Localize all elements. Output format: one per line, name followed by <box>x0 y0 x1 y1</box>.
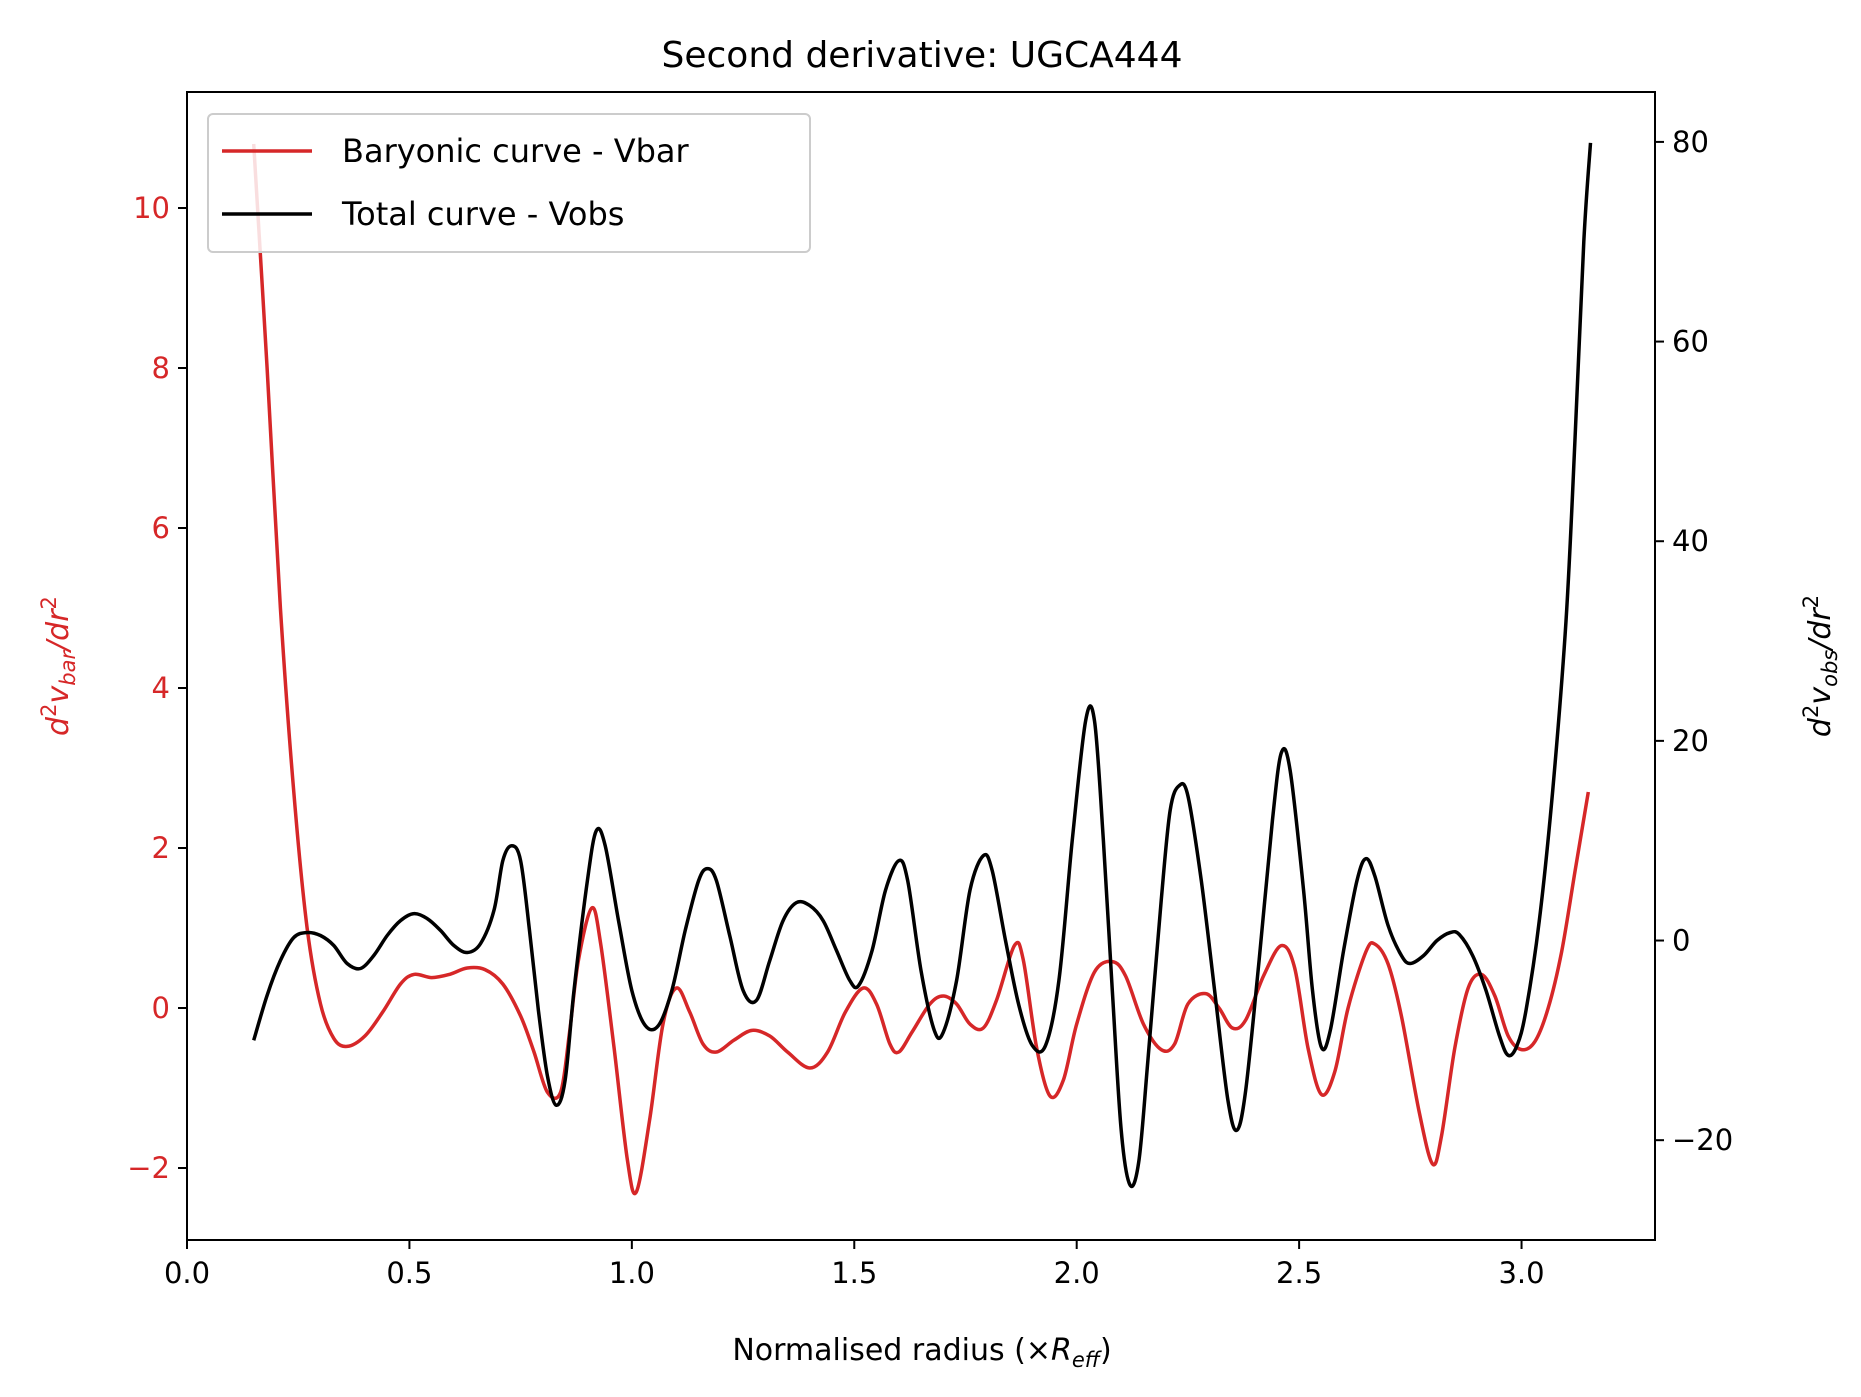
legend-frame <box>207 113 811 253</box>
legend: Baryonic curve - Vbar Total curve - Vobs <box>207 113 811 253</box>
y-left-tick-label: 6 <box>152 511 170 545</box>
x-tick-label: 2.0 <box>1054 1256 1100 1290</box>
x-tick-label: 2.5 <box>1276 1256 1322 1290</box>
y-left-tick-label: 10 <box>133 191 170 225</box>
y-left-tick-label: −2 <box>127 1151 170 1185</box>
y-right-tick-label: 60 <box>1672 325 1709 359</box>
y-axis-left: −2 0 2 4 6 8 10 <box>127 191 187 1185</box>
x-tick-label: 3.0 <box>1498 1256 1544 1290</box>
y-right-tick-label: 40 <box>1672 524 1709 558</box>
x-axis: 0.0 0.5 1.0 1.5 2.0 2.5 3.0 <box>164 1240 1545 1290</box>
y-left-tick-label: 2 <box>152 831 170 865</box>
y-left-tick-label: 0 <box>152 991 170 1025</box>
x-axis-label: Normalised radius (×Reff) <box>732 1333 1111 1372</box>
y-right-tick-label: 0 <box>1672 924 1690 958</box>
y-right-tick-label: 80 <box>1672 125 1709 159</box>
plot-frame <box>186 91 1656 1241</box>
legend-label-vobs: Total curve - Vobs <box>341 195 624 233</box>
legend-label-vbar: Baryonic curve - Vbar <box>342 132 690 170</box>
y-right-tick-label: 20 <box>1672 724 1709 758</box>
y-axis-right-label: d2vobs/dr2 <box>1799 595 1842 737</box>
y-left-tick-label: 4 <box>152 671 170 705</box>
series-line-vobs <box>252 142 1593 1189</box>
y-axis-right: −20 0 20 40 60 80 <box>1655 125 1733 1157</box>
x-tick-label: 1.0 <box>609 1256 655 1290</box>
x-tick-label: 0.5 <box>386 1256 432 1290</box>
x-tick-label: 1.5 <box>831 1256 877 1290</box>
y-axis-left-label: d2vbar/dr2 <box>37 596 80 736</box>
x-tick-label: 0.0 <box>164 1256 210 1290</box>
y-left-tick-label: 8 <box>152 351 170 385</box>
series-layer <box>251 142 1593 1196</box>
y-right-tick-label: −20 <box>1672 1123 1733 1157</box>
series-line-vbar <box>251 143 1591 1196</box>
chart-title: Second derivative: UGCA444 <box>662 35 1183 76</box>
